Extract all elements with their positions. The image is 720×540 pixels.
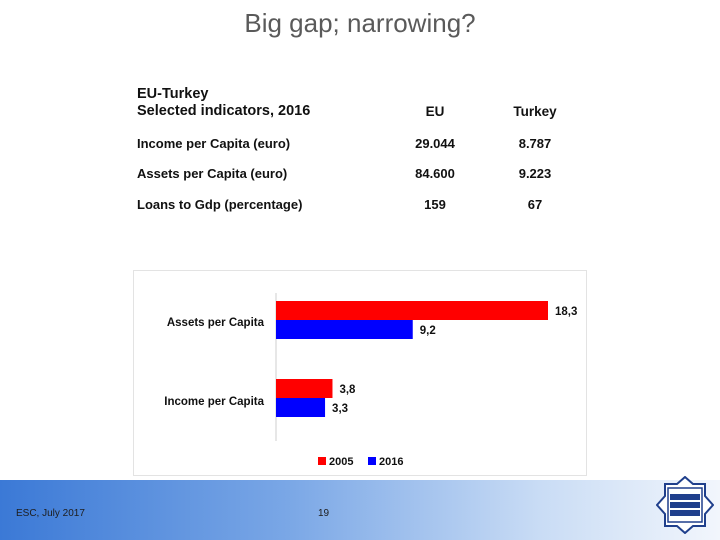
legend-swatch (318, 457, 326, 465)
footer-date: ESC, July 2017 (16, 508, 85, 519)
page-number: 19 (318, 508, 330, 519)
footer-bar: ESC, July 2017 19 (0, 480, 720, 540)
table-cell-eu: 29.044 (415, 136, 455, 151)
category-label: Income per Capita (164, 396, 264, 408)
slide-title: Big gap; narrowing? (244, 8, 476, 38)
table-row-label: Loans to Gdp (percentage) (137, 197, 303, 212)
table-cell-eu: 159 (424, 197, 446, 212)
data-label: 18,3 (555, 306, 577, 318)
data-label: 3,8 (339, 384, 356, 396)
table-cell-turkey: 67 (527, 197, 543, 212)
bar-2016 (276, 320, 413, 339)
data-label: 3,3 (332, 403, 348, 415)
column-header-turkey: Turkey (513, 104, 557, 119)
table-title-line1: EU-Turkey (137, 86, 209, 102)
column-header-eu: EU (425, 104, 445, 119)
bar-2005 (276, 301, 548, 320)
table-title-line2: Selected indicators, 2016 (137, 103, 311, 119)
table-row-label: Income per Capita (euro) (137, 136, 291, 151)
bar-chart: Assets per Capita 18,3 9,2 Income per Capit… (164, 293, 577, 468)
category-label: Assets per Capita (167, 317, 265, 329)
legend-swatch (368, 457, 376, 465)
table-cell-eu: 84.600 (415, 166, 455, 181)
table-row-label: Assets per Capita (euro) (137, 166, 288, 181)
table-cell-turkey: 8.787 (518, 136, 552, 151)
data-label: 9,2 (420, 325, 436, 337)
bar-chart-frame: Assets per Capita 18,3 9,2 Income per Capit… (133, 270, 587, 476)
legend-label: 2016 (379, 456, 403, 468)
legend-label: 2005 (329, 456, 353, 468)
banks-association-logo-icon (656, 476, 714, 534)
bar-2016 (276, 398, 326, 417)
bar-2005 (276, 379, 333, 398)
table-cell-turkey: 9.223 (518, 166, 552, 181)
